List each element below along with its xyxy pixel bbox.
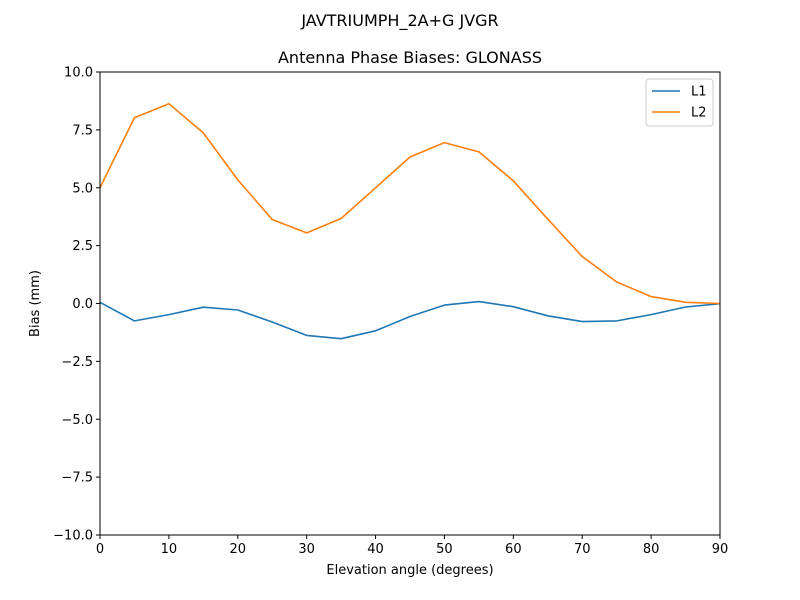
- x-tick-label: 10: [161, 542, 178, 557]
- y-tick-label: 7.5: [72, 123, 93, 138]
- y-axis-label: Bias (mm): [28, 270, 43, 337]
- figure-title: JAVTRIUMPH_2A+G JVGR: [300, 11, 498, 31]
- y-tick-label: 2.5: [72, 239, 93, 254]
- legend-label-l2: L2: [691, 106, 707, 121]
- x-tick-label: 90: [712, 542, 729, 557]
- y-tick-label: −10.0: [53, 529, 93, 544]
- plot-lines: [99, 102, 721, 340]
- series-line-l2: [99, 102, 721, 305]
- series-line-l1: [99, 300, 721, 340]
- x-tick-label: 60: [505, 542, 522, 557]
- x-tick-label: 20: [230, 542, 247, 557]
- plot-frame: [99, 71, 721, 536]
- y-tick-label: 5.0: [72, 181, 93, 196]
- x-tick-label: 30: [298, 542, 315, 557]
- y-axis: −10.0 −7.5 −5.0 −2.5 0.0 2.5 5.0 7.5 10.0: [53, 66, 100, 544]
- x-axis: 0 10 20 30 40 50 60 70 80 90: [96, 535, 728, 557]
- y-tick-label: −2.5: [61, 355, 93, 370]
- y-tick-label: 0.0: [72, 297, 93, 312]
- y-tick-label: −5.0: [61, 413, 93, 428]
- x-tick-label: 40: [367, 542, 384, 557]
- x-axis-label: Elevation angle (degrees): [326, 563, 493, 578]
- x-tick-label: 0: [96, 542, 104, 557]
- x-tick-label: 50: [436, 542, 453, 557]
- chart-title: Antenna Phase Biases: GLONASS: [278, 48, 542, 67]
- y-tick-label: 10.0: [64, 66, 93, 81]
- x-tick-label: 80: [643, 542, 660, 557]
- legend-label-l1: L1: [691, 85, 707, 100]
- y-tick-label: −7.5: [61, 471, 93, 486]
- x-tick-label: 70: [574, 542, 591, 557]
